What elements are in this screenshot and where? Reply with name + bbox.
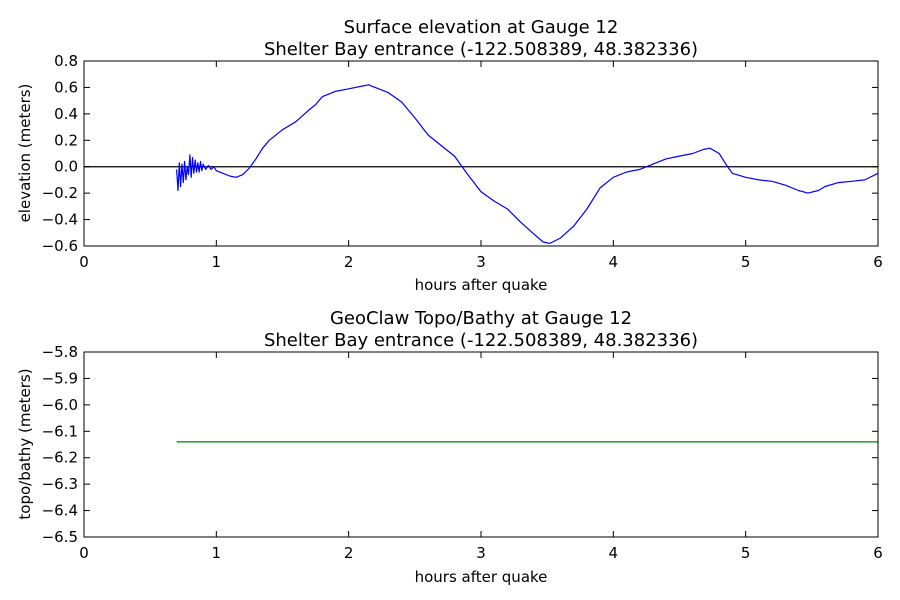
y-tick-label: −5.9 xyxy=(42,369,78,387)
x-tick-label: 2 xyxy=(344,253,354,271)
chart2-x-ticks: 0 1 2 3 4 5 6 xyxy=(79,352,883,562)
chart2-x-axis-label: hours after quake xyxy=(415,568,548,586)
y-tick-label: −5.8 xyxy=(42,343,78,361)
x-tick-label: 1 xyxy=(212,253,222,271)
x-tick-label: 0 xyxy=(79,544,89,562)
y-tick-label: 0.2 xyxy=(54,131,78,149)
x-tick-label: 2 xyxy=(344,544,354,562)
chart-surface-elevation: Surface elevation at Gauge 12 Shelter Ba… xyxy=(16,17,883,294)
y-tick-label: 0.8 xyxy=(54,52,78,70)
chart1-y-ticks: −0.6 −0.4 −0.2 0.0 0.2 0.4 0.6 0.8 xyxy=(42,52,878,255)
chart2-subtitle: Shelter Bay entrance (-122.508389, 48.38… xyxy=(264,330,698,351)
chart1-plot-area xyxy=(84,61,878,246)
series-line-0 xyxy=(176,84,879,244)
x-tick-label: 5 xyxy=(741,544,751,562)
chart1-x-ticks: 0 1 2 3 4 5 6 xyxy=(79,61,883,271)
chart2-title: GeoClaw Topo/Bathy at Gauge 12 xyxy=(330,308,632,329)
y-tick-label: −6.0 xyxy=(42,396,78,414)
y-tick-label: −0.6 xyxy=(42,237,78,255)
x-tick-label: 6 xyxy=(873,253,883,271)
y-tick-label: 0.4 xyxy=(54,105,78,123)
x-tick-label: 3 xyxy=(476,544,486,562)
x-tick-label: 1 xyxy=(212,544,222,562)
x-tick-label: 6 xyxy=(873,544,883,562)
x-tick-label: 4 xyxy=(609,544,619,562)
x-tick-label: 3 xyxy=(476,253,486,271)
y-tick-label: −0.4 xyxy=(42,211,78,229)
y-tick-label: −6.4 xyxy=(42,502,78,520)
chart1-subtitle: Shelter Bay entrance (-122.508389, 48.38… xyxy=(264,39,698,60)
y-tick-label: −6.5 xyxy=(42,528,78,546)
x-tick-label: 5 xyxy=(741,253,751,271)
y-tick-label: −6.3 xyxy=(42,475,78,493)
chart1-title: Surface elevation at Gauge 12 xyxy=(344,17,619,38)
chart1-y-axis-label: elevation (meters) xyxy=(16,84,34,223)
chart-topo-bathy: GeoClaw Topo/Bathy at Gauge 12 Shelter B… xyxy=(16,308,883,586)
y-tick-label: 0.0 xyxy=(54,158,78,176)
y-tick-label: −6.2 xyxy=(42,449,78,467)
x-tick-label: 4 xyxy=(609,253,619,271)
chart1-series-group xyxy=(176,84,879,244)
y-tick-label: 0.6 xyxy=(54,78,78,96)
chart2-plot-area xyxy=(84,352,878,537)
y-tick-label: −6.1 xyxy=(42,422,78,440)
chart2-y-ticks: −6.5 −6.4 −6.3 −6.2 −6.1 −6.0 −5.9 −5.8 xyxy=(42,343,878,546)
chart1-x-axis-label: hours after quake xyxy=(415,276,548,294)
y-tick-label: −0.2 xyxy=(42,184,78,202)
chart2-y-axis-label: topo/bathy (meters) xyxy=(16,368,34,519)
x-tick-label: 0 xyxy=(79,253,89,271)
